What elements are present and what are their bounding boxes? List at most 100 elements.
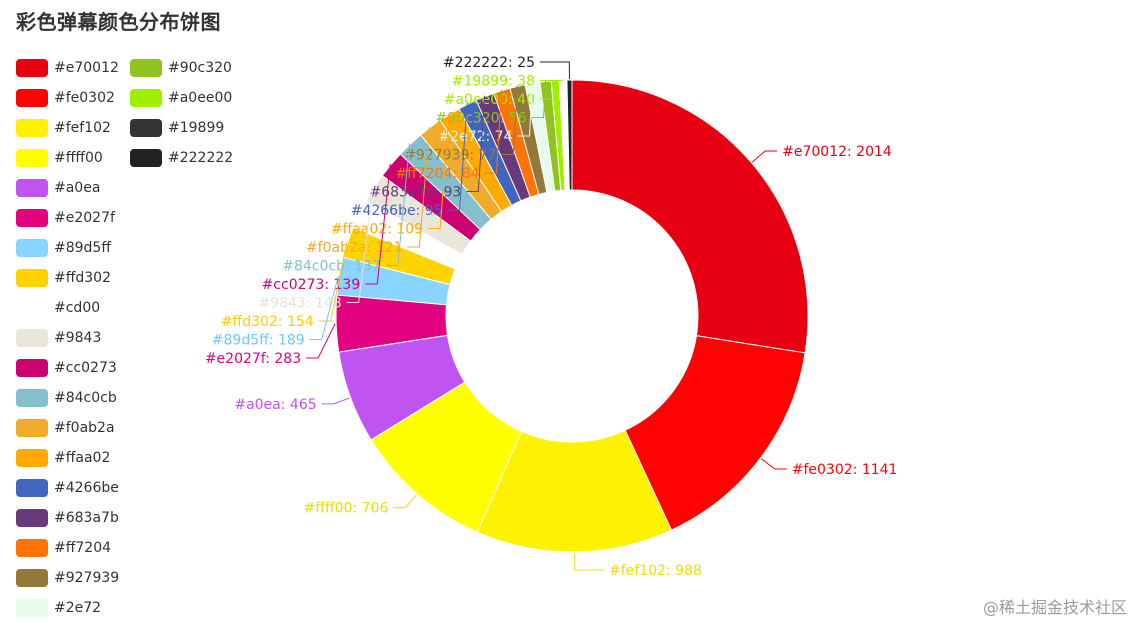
legend-swatch (130, 59, 162, 77)
leader-line-2e72 (517, 82, 533, 137)
legend-item-4266be[interactable]: #4266be (16, 478, 119, 498)
legend-label: #84c0cb (54, 390, 117, 406)
legend-item-9843[interactable]: #9843 (16, 328, 101, 348)
slice-label-cc0273: #cc0273: 139 (262, 277, 361, 293)
legend-item-222222[interactable]: #222222 (130, 148, 233, 168)
legend-item-927939[interactable]: #927939 (16, 568, 119, 588)
leader-line-222222 (540, 61, 570, 80)
leader-line-fe0302 (760, 458, 787, 470)
leader-line-9843 (346, 187, 374, 304)
leader-line-84c0cb (385, 143, 411, 267)
legend-item-fe0302[interactable]: #fe0302 (16, 88, 115, 108)
legend-swatch (16, 359, 48, 377)
legend-label: #ff7204 (54, 540, 112, 556)
legend-label: #90c320 (168, 60, 232, 76)
legend-label: #683a7b (54, 510, 119, 526)
legend-swatch (16, 149, 48, 167)
legend-item-fef102[interactable]: #fef102 (16, 118, 111, 138)
legend-item-f0ab2a[interactable]: #f0ab2a (16, 418, 115, 438)
legend-label: #89d5ff (54, 240, 111, 256)
leader-line-19899 (540, 78, 564, 82)
legend-label: #ffff00 (54, 150, 103, 166)
slice-label-4266be: #4266be: 95 (351, 203, 443, 219)
legend-label: #fef102 (54, 120, 111, 136)
legend-swatch (16, 299, 48, 317)
slice-label-2e72: #2e72: 74 (438, 129, 512, 145)
legend-item-683a7b[interactable]: #683a7b (16, 508, 119, 528)
slice-label-222222: #222222: 25 (443, 55, 535, 71)
legend-swatch (130, 149, 162, 167)
legend-label: #9843 (54, 330, 102, 346)
slice-label-ffaa02: #ffaa02: 109 (331, 222, 423, 238)
slice-label-e70012: #e70012: 2014 (782, 144, 892, 160)
legend-label: #cd00 (54, 300, 101, 316)
leader-line-ffaa02 (428, 113, 450, 230)
legend-label: #222222 (168, 150, 234, 166)
slice-label-ff7204: #ff7204: 84 (395, 166, 479, 182)
legend-item-ffff00[interactable]: #ffff00 (16, 148, 103, 168)
chart-title: 彩色弹幕颜色分布饼图 (16, 10, 221, 34)
legend-item-ff7204[interactable]: #ff7204 (16, 538, 111, 558)
legend-item-ffd302[interactable]: #ffd302 (16, 268, 111, 288)
legend-swatch (16, 269, 48, 287)
leader-line-89d5ff (309, 275, 339, 341)
legend-label: #19899 (168, 120, 225, 136)
legend-label: #4266be (54, 480, 119, 496)
slice-fe0302[interactable] (624, 335, 806, 531)
legend-swatch (16, 479, 48, 497)
legend-label: #2e72 (54, 600, 102, 616)
legend-item-19899[interactable]: #19899 (130, 118, 224, 138)
leader-line-ffd302 (318, 241, 348, 322)
legend-label: #cc0273 (54, 360, 117, 376)
legend-swatch (16, 239, 48, 257)
legend-swatch (16, 449, 48, 467)
slice-label-a0ee00: #a0ee00: 40 (444, 92, 535, 108)
legend-item-ffaa02[interactable]: #ffaa02 (16, 448, 110, 468)
leader-line-fef102 (574, 552, 604, 571)
leader-line-e70012 (751, 150, 778, 163)
slice-label-90c320: #90c320: 56 (436, 111, 527, 127)
slice-label-927939: #927939: 77 (404, 148, 496, 164)
slice-label-a0ea: #a0ea: 465 (234, 397, 316, 413)
slice-label-ffd302: #ffd302: 154 (221, 314, 314, 330)
slice-222222[interactable] (566, 79, 573, 191)
legend-label: #a0ee00 (168, 90, 233, 106)
legend-item-a0ee00[interactable]: #a0ee00 (130, 88, 232, 108)
legend-item-89d5ff[interactable]: #89d5ff (16, 238, 111, 258)
slice-label-19899: #19899: 38 (452, 74, 535, 90)
legend-swatch (16, 599, 48, 617)
slice-e70012[interactable] (571, 79, 809, 354)
legend-label: #927939 (54, 570, 120, 586)
legend-swatch (16, 569, 48, 587)
legend-item-90c320[interactable]: #90c320 (130, 58, 232, 78)
legend-swatch (16, 209, 48, 227)
slice-label-683a7b: #683a7b: 93 (369, 185, 461, 201)
slice-label-fe0302: #fe0302: 1141 (792, 462, 898, 478)
legend-swatch (16, 89, 48, 107)
legend-item-a0ea[interactable]: #a0ea (16, 178, 100, 198)
legend-label: #ffd302 (54, 270, 111, 286)
leader-line-cc0273 (365, 163, 391, 285)
legend-swatch (16, 119, 48, 137)
legend-label: #a0ea (54, 180, 101, 196)
legend-swatch (16, 539, 48, 557)
legend-swatch (16, 419, 48, 437)
leader-line-a0ea (321, 397, 350, 405)
slice-label-89d5ff: #89d5ff: 189 (212, 333, 305, 349)
leader-line-927939 (501, 85, 518, 156)
legend-item-84c0cb[interactable]: #84c0cb (16, 388, 117, 408)
slice-label-9843: #9843: 148 (258, 296, 341, 312)
legend-swatch (16, 389, 48, 407)
legend-label: #e2027f (54, 210, 115, 226)
leader-line-e2027f (306, 323, 336, 359)
leader-line-90c320 (531, 80, 546, 119)
legend-item-e2027f[interactable]: #e2027f (16, 208, 115, 228)
legend-swatch (130, 119, 162, 137)
legend-item-cd00[interactable]: #cd00 (16, 298, 100, 318)
slice-label-e2027f: #e2027f: 283 (205, 351, 301, 367)
legend-item-cc0273[interactable]: #cc0273 (16, 358, 117, 378)
leader-line-4266be (447, 103, 468, 211)
slice-labels: #e70012: 2014 #fe0302: 1141 #fef102: 988 #2… (205, 55, 898, 579)
legend-item-e70012[interactable]: #e70012 (16, 58, 119, 78)
legend-item-2e72[interactable]: #2e72 (16, 598, 101, 618)
